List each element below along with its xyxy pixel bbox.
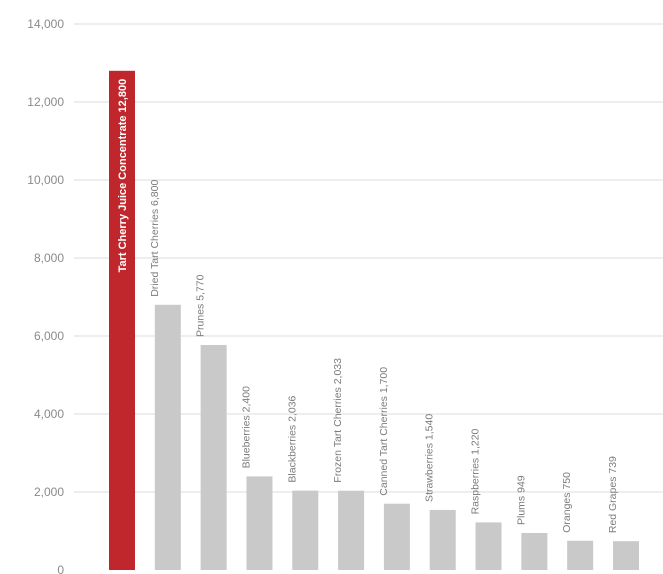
bar [200,344,227,570]
bar [521,532,548,570]
bar [246,476,273,570]
bar [475,522,502,570]
bar-label: Plums 949 [515,475,527,525]
bar-label: Oranges 750 [561,472,573,533]
bar-label: Tart Cherry Juice Concentrate 12,800 [117,79,129,273]
bar [613,541,639,570]
bar [154,304,181,570]
bar [292,490,319,570]
y-tick-label: 8,000 [34,251,64,265]
bar-label: Dried Tart Cherries 6,800 [149,180,161,297]
bar-label: Strawberries 1,540 [424,414,436,502]
y-tick-label: 6,000 [34,329,64,343]
bars [109,70,639,571]
y-tick-label: 10,000 [27,173,64,187]
bar-highlight [109,70,135,571]
bar-label: Blackberries 2,036 [286,395,298,482]
y-tick-label: 2,000 [34,485,64,499]
bar [383,503,410,570]
bar-label: Frozen Tart Cherries 2,033 [332,358,344,483]
bar-label: Raspberries 1,220 [470,428,482,514]
bar-label: Red Grapes 739 [607,456,619,533]
y-tick-label: 12,000 [27,95,64,109]
bar-label: Canned Tart Cherries 1,700 [378,367,390,496]
bar [338,490,365,570]
y-axis: 0 2,000 4,000 6,000 8,000 10,000 12,000 14,000 [27,17,64,574]
bar [567,540,594,570]
bar-labels: Tart Cherry Juice Concentrate 12,800 Drie… [117,79,619,533]
bar [429,509,456,570]
y-tick-label: 4,000 [34,407,64,421]
bar-label: Prunes 5,770 [195,274,207,337]
y-tick-label: 14,000 [27,17,64,31]
bar-label: Blueberries 2,400 [240,386,252,468]
y-tick-label: 0 [57,563,64,574]
